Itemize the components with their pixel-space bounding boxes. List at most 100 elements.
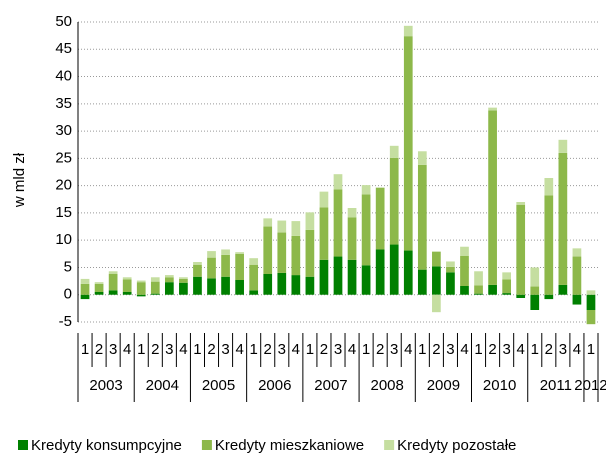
- legend-label: Kredyty pozostałe: [397, 437, 516, 454]
- legend-swatch: [384, 440, 395, 450]
- bar-segment: [193, 262, 202, 265]
- x-tick-label: 1: [137, 341, 145, 358]
- x-tick-label: 3: [278, 341, 286, 358]
- x-tick-label: 2: [95, 341, 103, 358]
- bar-segment: [375, 249, 385, 295]
- bar-segment: [136, 280, 146, 283]
- bar-segment: [263, 274, 273, 295]
- bar-segment: [333, 189, 343, 257]
- y-tick-label: 5: [64, 258, 72, 275]
- bar-segment: [403, 36, 413, 251]
- y-tick-label: 10: [55, 231, 72, 248]
- year-label: 2009: [427, 377, 460, 394]
- bar-segment: [291, 275, 301, 295]
- bar-segment: [291, 235, 301, 276]
- bar-segment: [474, 285, 483, 294]
- bar-segment: [530, 294, 540, 310]
- bar-segment: [488, 284, 497, 295]
- bar-segment: [347, 208, 357, 218]
- y-tick-label: 30: [55, 122, 72, 139]
- legend-swatch: [201, 440, 212, 450]
- bar-segment: [207, 278, 216, 295]
- bar-segment: [193, 276, 202, 295]
- year-label: 2007: [314, 377, 347, 394]
- bar-segment: [558, 284, 568, 295]
- bar-segment: [502, 279, 512, 294]
- x-tick-label: 4: [517, 341, 525, 358]
- bar-segment: [375, 187, 385, 188]
- bar-segment: [347, 259, 357, 295]
- bar-segment: [179, 277, 188, 279]
- bar-segment: [516, 204, 526, 295]
- x-tick-label: 3: [221, 341, 229, 358]
- bar-segment: [319, 207, 329, 260]
- bar-segment: [544, 294, 554, 300]
- bar-segment: [460, 246, 469, 256]
- bar-segment: [347, 217, 357, 260]
- bar-segment: [361, 265, 371, 295]
- bar-segment: [108, 271, 118, 274]
- bar-segment: [403, 25, 413, 37]
- x-tick-label: 3: [502, 341, 510, 358]
- x-tick-label: 3: [559, 341, 567, 358]
- bar-segment: [446, 261, 455, 267]
- bar-segment: [164, 277, 174, 283]
- bar-segment: [249, 264, 259, 291]
- bar-segment: [94, 282, 104, 284]
- x-tick-label: 2: [376, 341, 384, 358]
- bar-segment: [150, 277, 160, 282]
- y-tick-label: -5: [59, 313, 72, 330]
- x-tick-label: 3: [165, 341, 173, 358]
- bar-segment: [375, 187, 385, 250]
- bar-segment: [474, 293, 483, 295]
- bar-segment: [108, 274, 118, 291]
- bar-segment: [136, 294, 146, 297]
- x-tick-label: 1: [362, 341, 370, 358]
- legend-label: Kredyty konsumpcyjne: [31, 437, 182, 454]
- bar-segment: [164, 275, 174, 278]
- bar-segment: [122, 292, 132, 295]
- bar-segment: [502, 272, 512, 280]
- bar-segment: [263, 226, 273, 274]
- bar-segment: [80, 278, 90, 284]
- legend-label: Kredyty mieszkaniowe: [215, 437, 364, 454]
- bar-segment: [474, 271, 483, 286]
- y-tick-label: 35: [55, 95, 72, 112]
- x-tick-label: 3: [109, 341, 117, 358]
- bar-segment: [305, 276, 315, 295]
- bar-segment: [122, 277, 132, 280]
- bar-segment: [221, 254, 230, 277]
- x-tick-label: 4: [404, 341, 412, 358]
- bar-segment: [305, 212, 315, 230]
- x-tick-label: 3: [334, 341, 342, 358]
- bar-segment: [108, 290, 118, 295]
- bar-segment: [530, 286, 540, 295]
- bar-segment: [333, 256, 343, 295]
- bar-segment: [319, 259, 329, 295]
- year-label: 2004: [146, 377, 179, 394]
- bar-segment: [319, 191, 329, 208]
- x-tick-label: 4: [460, 341, 468, 358]
- bar-segment: [361, 194, 371, 266]
- bar-segment: [305, 229, 315, 277]
- x-tick-label: 4: [235, 341, 243, 358]
- y-tick-label: 20: [55, 177, 72, 194]
- x-tick-label: 4: [573, 341, 581, 358]
- bar-segment: [432, 251, 441, 267]
- x-tick-label: 2: [151, 341, 159, 358]
- y-axis-label: w mld zł: [11, 152, 28, 208]
- bar-segment: [207, 257, 216, 279]
- bar-segment: [488, 107, 497, 111]
- bar-segment: [432, 294, 441, 313]
- bar-segment: [417, 269, 427, 295]
- bar-segment: [572, 294, 582, 305]
- bar-segment: [249, 290, 259, 295]
- bar-segment: [221, 249, 230, 255]
- x-tick-label: 2: [207, 341, 215, 358]
- bar-segment: [122, 279, 132, 292]
- y-tick-label: 0: [64, 286, 72, 303]
- x-tick-label: 2: [432, 341, 440, 358]
- bar-segment: [389, 157, 399, 245]
- x-tick-label: 1: [474, 341, 482, 358]
